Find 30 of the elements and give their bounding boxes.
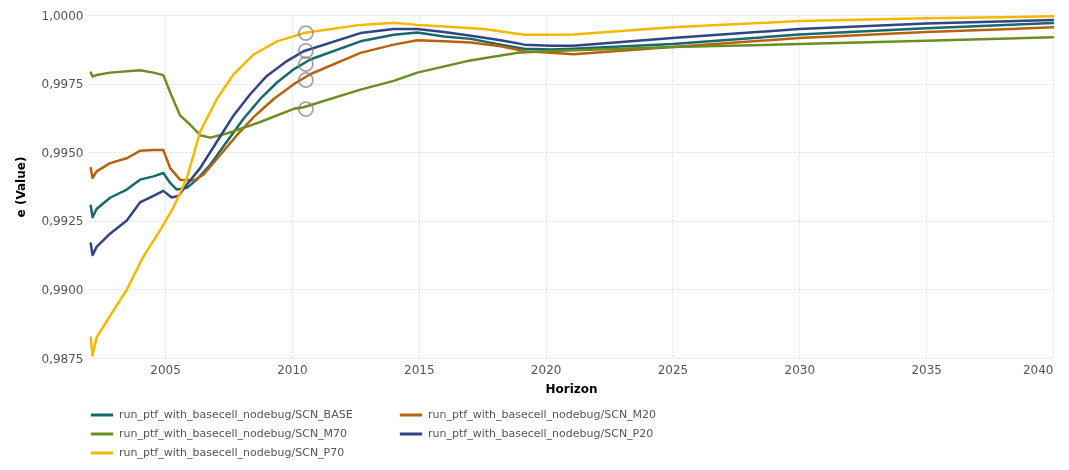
legend-label: run_ptf_with_basecell_nodebug/SCN_P70 (119, 446, 345, 459)
x-tick-label: 2040 (1022, 362, 1054, 377)
x-tick-label: 2035 (911, 362, 942, 377)
point (297, 25, 314, 42)
legend-label: run_ptf_with_basecell_nodebug/SCN_M20 (428, 408, 657, 421)
legend-label: run_ptf_with_basecell_nodebug/SCN_BASE (119, 408, 353, 421)
x-tick-label: 2015 (404, 362, 435, 377)
y-tick-label: 0,9975 (41, 77, 84, 92)
x-axis-title: Horizon (545, 381, 598, 396)
point (297, 56, 314, 73)
point (297, 42, 314, 59)
x-tick-label: 2010 (277, 362, 308, 377)
line-series (89, 21, 1055, 219)
point (297, 101, 314, 118)
x-tick-label: 2005 (150, 362, 181, 377)
y-axis-title: e (Value) (13, 156, 28, 218)
line-series (89, 26, 1055, 182)
y-tick-label: 0,9875 (41, 351, 84, 366)
y-tick-label: 0,9900 (41, 282, 84, 297)
point (297, 72, 314, 88)
y-tick-label: 0,9950 (41, 145, 84, 160)
x-tick-label: 2030 (784, 362, 816, 377)
y-tick-label: 0,9925 (41, 214, 84, 229)
x-tick-label: 2025 (657, 362, 689, 377)
x-tick-label: 2020 (530, 362, 562, 377)
y-tick-label: 1,0000 (41, 8, 84, 23)
line-series (89, 15, 1055, 357)
legend-label: run_ptf_with_basecell_nodebug/SCN_P20 (428, 427, 654, 440)
legend-label: run_ptf_with_basecell_nodebug/SCN_M70 (119, 427, 348, 440)
line-series (89, 35, 1055, 139)
